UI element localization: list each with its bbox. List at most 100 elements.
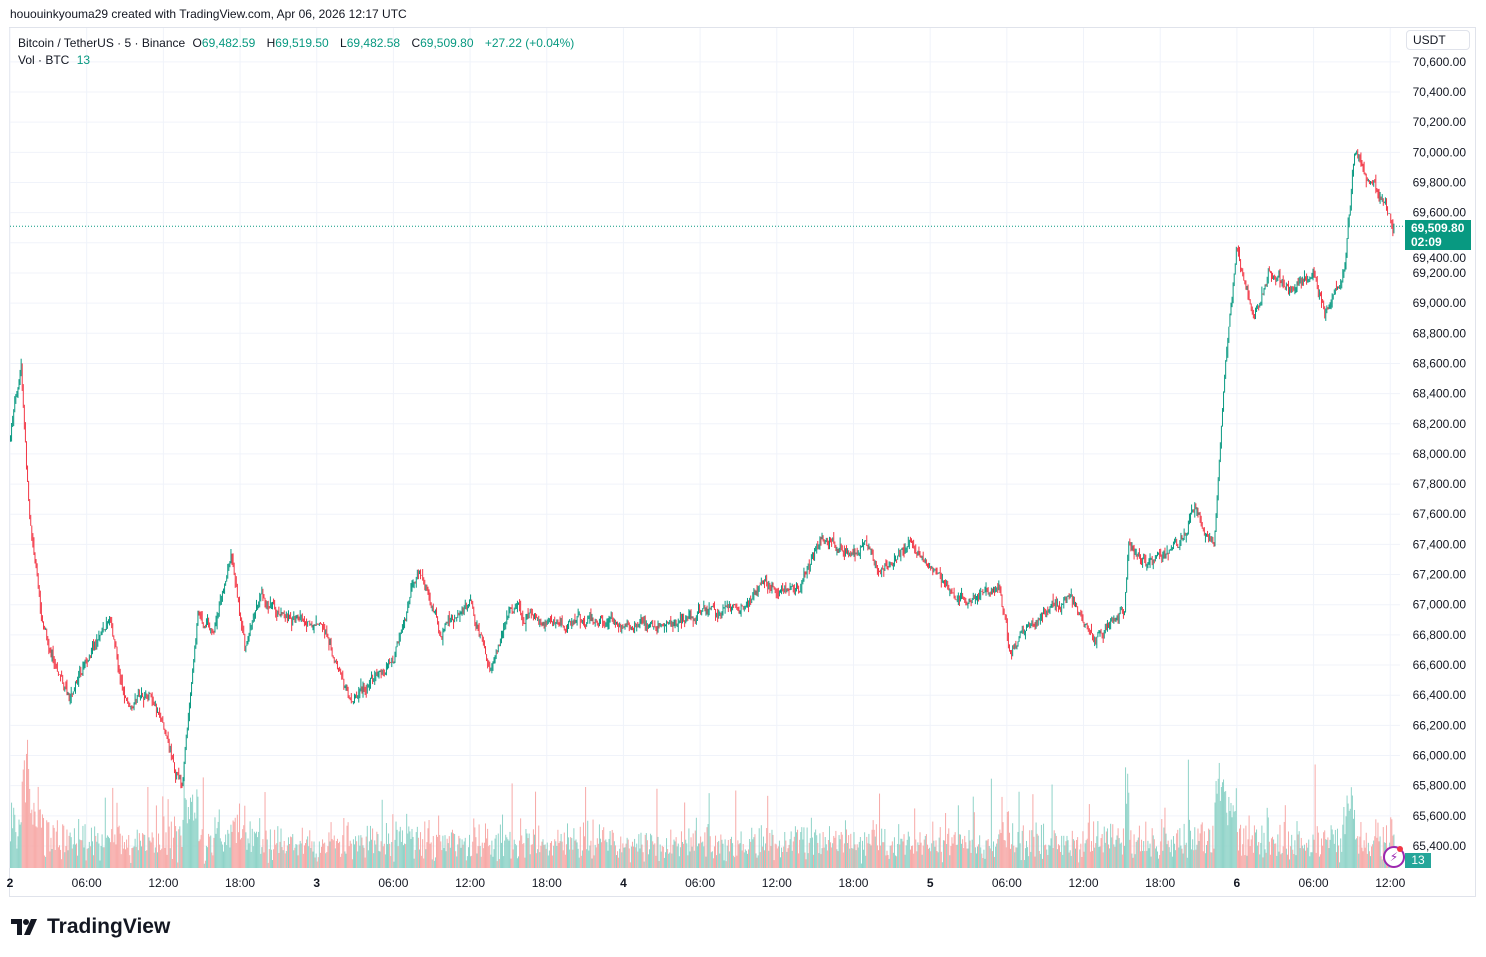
- volume-bar: [408, 826, 410, 868]
- volume-bar: [319, 852, 321, 868]
- volume-bar: [1181, 848, 1183, 868]
- volume-bar: [104, 797, 106, 868]
- volume-bar: [500, 842, 502, 868]
- volume-bar: [29, 788, 31, 868]
- open-value: 69,482.59: [201, 36, 256, 50]
- tradingview-logo-icon: [11, 919, 37, 935]
- volume-bar: [178, 829, 180, 868]
- volume-bar: [650, 833, 652, 868]
- volume-bar: [847, 843, 849, 868]
- volume-bar: [1332, 834, 1334, 868]
- volume-bar: [530, 844, 532, 868]
- volume-bar: [73, 828, 75, 868]
- volume-bar: [867, 843, 869, 868]
- volume-bar: [278, 852, 280, 868]
- volume-bar: [1277, 834, 1279, 868]
- volume-bar: [858, 841, 860, 868]
- volume-bar: [444, 835, 446, 868]
- volume-bar: [1294, 840, 1296, 868]
- volume-bar: [1390, 817, 1392, 868]
- volume-bar: [1366, 853, 1368, 868]
- volume-bar: [680, 831, 682, 868]
- volume-bar: [1184, 844, 1186, 868]
- volume-bar: [175, 826, 177, 868]
- volume-bar: [1101, 834, 1103, 868]
- change-value: +27.22 (+0.04%): [484, 36, 575, 50]
- volume-bar: [805, 859, 807, 868]
- volume-bar: [484, 823, 486, 868]
- volume-bar: [1328, 848, 1330, 868]
- volume-bar: [1027, 847, 1029, 868]
- volume-bar: [1359, 836, 1361, 868]
- volume-bar: [68, 835, 70, 868]
- volume-bar: [1053, 830, 1055, 868]
- volume-bar: [905, 845, 907, 868]
- volume-bar: [799, 839, 801, 868]
- volume-bar: [61, 859, 63, 868]
- volume-bar: [1102, 852, 1104, 868]
- volume-bar: [230, 824, 232, 868]
- volume-bar: [711, 851, 713, 868]
- volume-bar: [100, 845, 102, 868]
- volume-bar: [645, 833, 647, 868]
- volume-bar: [827, 839, 829, 868]
- volume-bar: [833, 835, 835, 868]
- volume-bar: [377, 834, 379, 868]
- volume-bar: [876, 845, 878, 868]
- volume-bar: [380, 841, 382, 868]
- volume-bar: [693, 850, 695, 868]
- volume-bar: [820, 854, 822, 868]
- volume-bar: [240, 839, 242, 868]
- volume-bar: [656, 788, 658, 868]
- volume-bar: [316, 861, 318, 868]
- volume-bar: [873, 829, 875, 868]
- volume-bar: [1113, 844, 1115, 868]
- volume-bar: [1376, 837, 1378, 868]
- volume-bar: [1347, 803, 1349, 868]
- volume-bar: [346, 825, 348, 868]
- volume-bar: [912, 845, 914, 868]
- volume-bar: [968, 830, 970, 868]
- volume-bar: [409, 831, 411, 868]
- volume-bar: [1016, 847, 1018, 868]
- volume-bar: [427, 828, 429, 868]
- tradingview-logo[interactable]: TradingView: [11, 915, 170, 939]
- volume-bar: [1382, 827, 1384, 868]
- volume-bar: [670, 829, 672, 868]
- volume-badge: 13: [1405, 853, 1431, 868]
- volume-bar: [361, 837, 363, 868]
- volume-bar: [261, 847, 263, 868]
- volume-bar: [797, 829, 799, 868]
- volume-bar: [782, 852, 784, 868]
- volume-bar: [1310, 852, 1312, 868]
- volume-bar: [672, 844, 674, 868]
- volume-bar: [1072, 839, 1074, 868]
- volume-bar: [951, 837, 953, 868]
- volume-bar: [1356, 838, 1358, 868]
- volume-bar: [1257, 845, 1259, 868]
- currency-button[interactable]: USDT: [1406, 30, 1470, 50]
- volume-bar: [298, 844, 300, 868]
- volume-bar: [1008, 832, 1010, 868]
- symbol-name[interactable]: Bitcoin / TetherUS · 5 · Binance: [18, 36, 186, 50]
- volume-bar: [163, 816, 165, 868]
- volume-bar: [1128, 792, 1130, 868]
- volume-bar: [1230, 802, 1232, 868]
- volume-bar: [109, 838, 111, 868]
- volume-bar: [615, 855, 617, 868]
- volume-bar: [844, 820, 846, 868]
- volume-label[interactable]: Vol · BTC: [18, 53, 70, 67]
- volume-bar: [56, 820, 58, 868]
- volume-bar: [920, 842, 922, 868]
- price-tick-label: 65,800.00: [1413, 779, 1467, 793]
- volume-bar: [887, 855, 889, 868]
- volume-bar: [229, 847, 231, 868]
- volume-bar: [727, 839, 729, 868]
- volume-bar: [580, 855, 582, 868]
- volume-bar: [838, 835, 840, 868]
- volume-bar: [537, 849, 539, 868]
- volume-bar: [48, 822, 50, 868]
- volume-bar: [401, 830, 403, 868]
- volume-bar: [541, 841, 543, 868]
